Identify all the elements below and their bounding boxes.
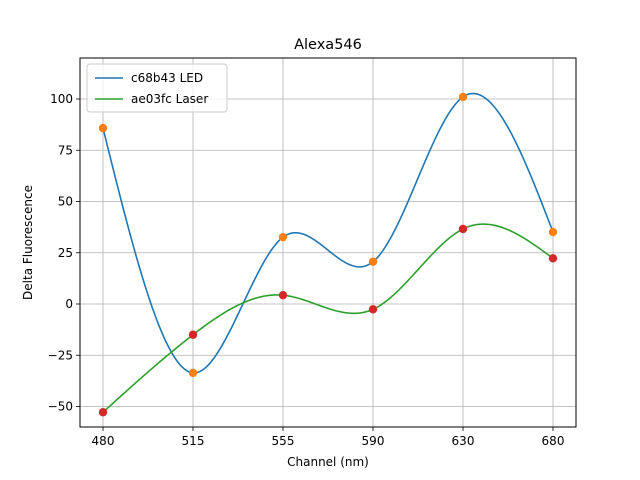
data-point xyxy=(548,254,558,263)
x-axis-label: Channel (nm) xyxy=(287,455,369,469)
y-tick-label: 0 xyxy=(65,297,73,311)
y-tick-label: −25 xyxy=(48,348,73,362)
legend: c68b43 LED ae03fc Laser xyxy=(86,63,228,113)
x-tick-label: 680 xyxy=(542,434,565,448)
data-point xyxy=(278,232,288,242)
data-point xyxy=(368,257,378,266)
series-markers xyxy=(98,92,558,417)
x-tick-label: 480 xyxy=(92,434,115,448)
y-tick-label: 25 xyxy=(58,246,73,260)
chart-title: Alexa546 xyxy=(294,37,362,53)
series-line-1 xyxy=(102,92,554,374)
legend-label-1: c68b43 LED xyxy=(131,71,203,85)
series-line-2 xyxy=(102,223,554,413)
x-tick-label: 630 xyxy=(452,434,475,448)
data-point xyxy=(278,290,288,300)
data-point xyxy=(548,227,558,237)
data-point xyxy=(188,330,198,339)
data-point xyxy=(98,123,108,133)
x-tick-label: 590 xyxy=(362,434,385,448)
data-point xyxy=(458,92,468,102)
series-lines xyxy=(102,92,554,413)
data-point xyxy=(458,224,468,234)
data-point xyxy=(98,408,108,417)
x-tick-label: 515 xyxy=(182,434,205,448)
y-tick-label: −50 xyxy=(48,400,73,414)
plot-frame xyxy=(79,57,577,428)
y-tick-label: 75 xyxy=(58,143,73,157)
data-point xyxy=(188,368,198,378)
legend-label-2: ae03fc Laser xyxy=(131,92,208,106)
x-tick-label: 555 xyxy=(272,434,295,448)
ticks: 480 515 555 590 630 680 −50 −25 0 25 50 75 100 xyxy=(48,92,565,448)
y-tick-label: 50 xyxy=(58,195,73,209)
data-point xyxy=(368,305,378,314)
grid xyxy=(80,58,576,427)
legend-box xyxy=(86,63,228,113)
y-tick-label: 100 xyxy=(50,92,73,106)
y-axis-label: Delta Fluorescence xyxy=(21,185,35,300)
